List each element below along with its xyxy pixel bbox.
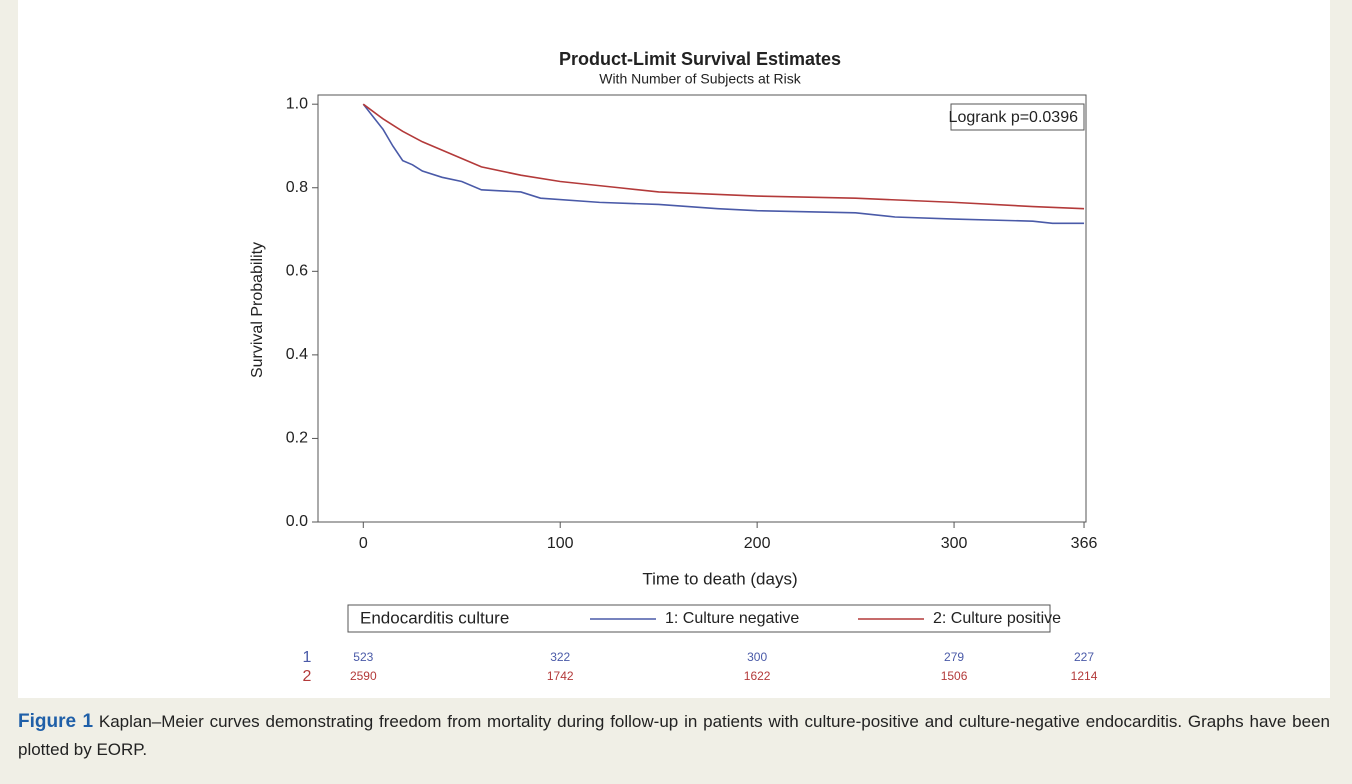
at-risk-count: 1214 — [1071, 669, 1098, 683]
legend-label: 2: Culture positive — [933, 610, 1061, 627]
y-tick-label: 0.2 — [286, 430, 308, 447]
y-tick-label: 0.0 — [286, 513, 308, 530]
x-tick-label: 0 — [359, 535, 368, 552]
y-tick-label: 0.8 — [286, 179, 308, 196]
at-risk-group: 2 — [303, 668, 312, 685]
annotation: Logrank p=0.0396 — [949, 109, 1079, 126]
x-tick-label: 200 — [744, 535, 771, 552]
legend-title: Endocarditis culture — [360, 608, 509, 627]
y-axis-label: Survival Probability — [249, 242, 266, 378]
chart: Product-Limit Survival Estimates With Nu… — [249, 49, 1098, 685]
at-risk-count: 227 — [1074, 650, 1094, 664]
legend-box — [347, 604, 1051, 633]
x-tick-label: 366 — [1071, 535, 1098, 552]
chart-title: Product-Limit Survival Estimates — [559, 49, 841, 69]
at-risk-group: 1 — [303, 649, 312, 666]
at-risk-count: 322 — [550, 650, 570, 664]
caption-label: Figure 1 — [18, 711, 94, 732]
at-risk-count: 1622 — [744, 669, 771, 683]
y-tick-label: 1.0 — [286, 95, 308, 112]
x-axis-label: Time to death (days) — [642, 569, 797, 588]
y-tick-label: 0.4 — [286, 346, 308, 363]
at-risk-count: 300 — [747, 650, 767, 664]
caption: Figure 1 Kaplan–Meier curves demonstrati… — [18, 708, 1330, 764]
at-risk-count: 2590 — [350, 669, 377, 683]
annotation-box — [950, 103, 1085, 131]
survival-curve — [362, 103, 1085, 210]
survival-curve — [362, 103, 1085, 225]
at-risk-count: 1506 — [941, 669, 968, 683]
chart-subtitle: With Number of Subjects at Risk — [599, 71, 802, 87]
y-tick-label: 0.6 — [286, 263, 308, 280]
x-tick-label: 100 — [547, 535, 574, 552]
figure-panel — [18, 0, 1330, 698]
at-risk-count: 279 — [944, 650, 964, 664]
at-risk-count: 523 — [353, 650, 373, 664]
at-risk-count: 1742 — [547, 669, 574, 683]
legend-label: 1: Culture negative — [665, 610, 799, 627]
x-tick-label: 300 — [941, 535, 968, 552]
plot-frame — [317, 94, 1087, 523]
caption-text: Kaplan–Meier curves demonstrating freedo… — [18, 712, 1330, 759]
